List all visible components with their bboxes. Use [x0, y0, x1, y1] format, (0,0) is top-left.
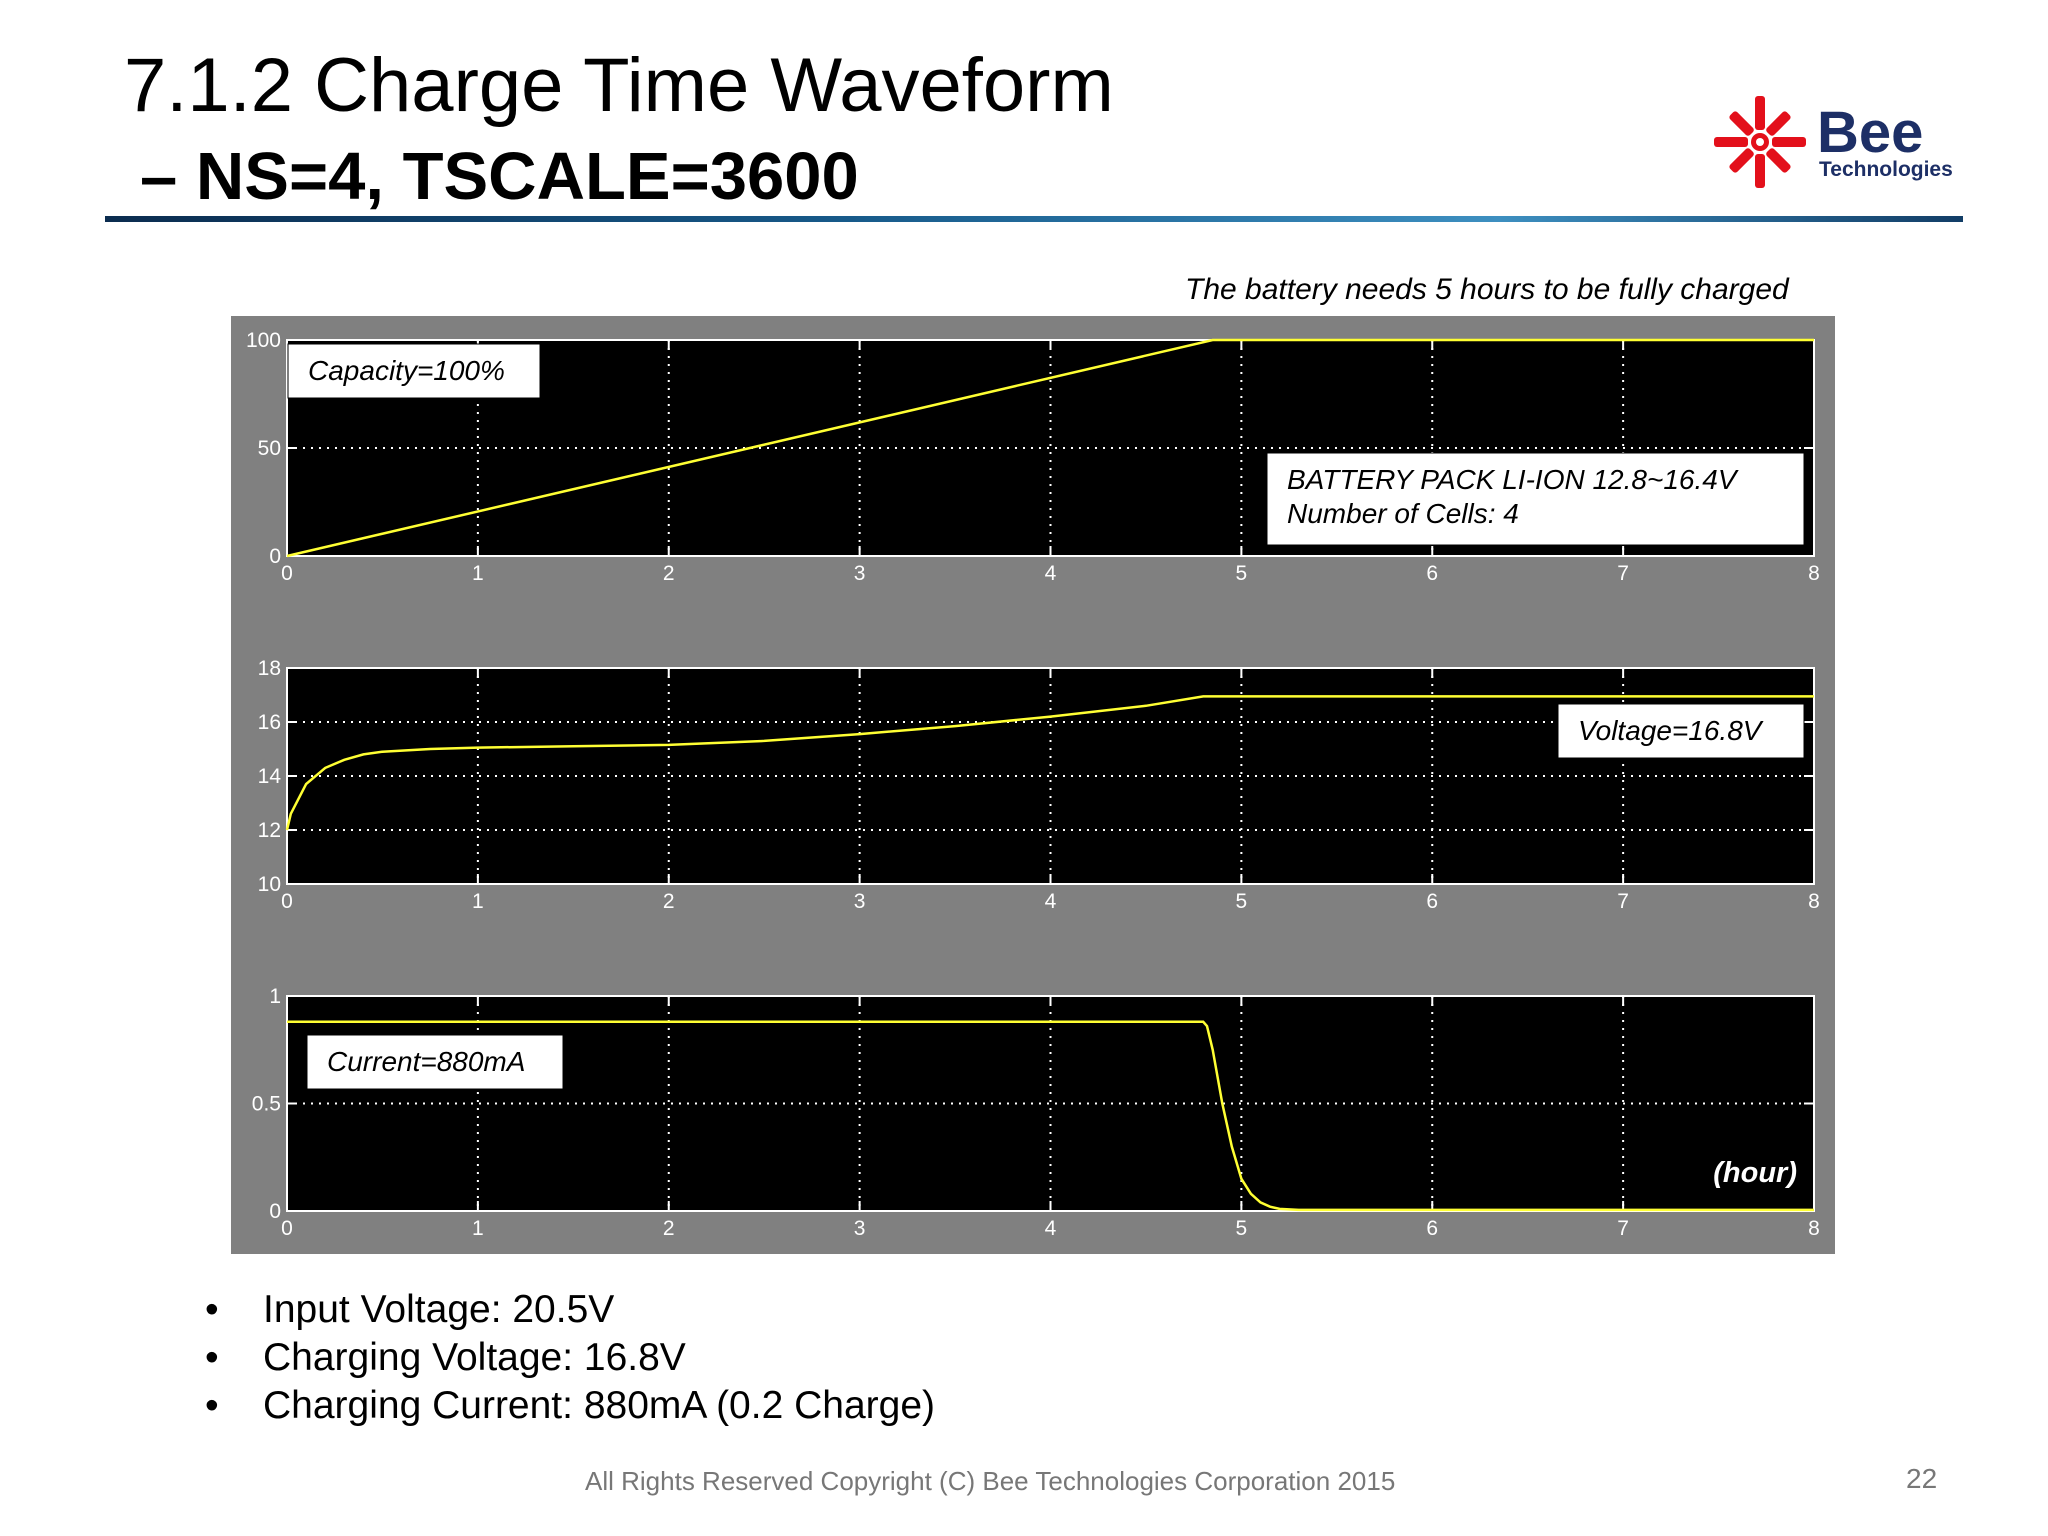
bee-star-icon: Bee Technologies: [1714, 96, 1953, 188]
logo-ray: [1755, 96, 1765, 130]
x-tick-label: 5: [1236, 890, 1248, 913]
bullet-icon: •: [205, 1336, 219, 1379]
y-tick-label: 18: [258, 657, 281, 680]
x-axis-unit-label: (hour): [1713, 1157, 1797, 1189]
x-tick-label: 4: [1045, 1217, 1057, 1240]
bullet-icon: •: [205, 1288, 219, 1331]
annotation-box: [1266, 452, 1805, 546]
list-item: • Input Voltage: 20.5V: [205, 1286, 935, 1334]
bullet-text: Charging Voltage: 16.8V: [263, 1336, 686, 1379]
x-tick-label: 5: [1236, 562, 1248, 585]
x-tick-label: 0: [281, 1217, 293, 1240]
x-tick-label: 0: [281, 890, 293, 913]
y-tick-label: 12: [258, 819, 281, 842]
y-tick-label: 10: [258, 873, 281, 896]
y-tick-label: 0.5: [252, 1093, 281, 1116]
logo-word: Bee: [1817, 100, 1923, 165]
x-tick-label: 1: [472, 562, 484, 585]
x-tick-label: 8: [1808, 890, 1820, 913]
x-tick-label: 6: [1426, 1217, 1438, 1240]
x-tick-label: 2: [663, 890, 675, 913]
logo-ray: [1714, 137, 1748, 147]
spec-list: • Input Voltage: 20.5V • Charging Voltage:…: [205, 1286, 935, 1430]
x-tick-label: 3: [854, 890, 866, 913]
x-tick-label: 2: [663, 1217, 675, 1240]
logo-tagline: Technologies: [1819, 158, 1953, 181]
chart-caption: The battery needs 5 hours to be fully ch…: [1185, 273, 1789, 306]
bullet-text: Input Voltage: 20.5V: [263, 1288, 615, 1331]
annotation-label: Capacity=100%: [308, 355, 505, 386]
logo-ray: [1772, 137, 1806, 147]
waveform-chart: 0 1 2 3 4 5 6 7 8 0 50 100 Capacity=100% BATTERY PACK…: [231, 316, 1835, 1254]
bee-technologies-logo: Bee Technologies: [1705, 92, 1965, 192]
x-tick-label: 3: [854, 562, 866, 585]
series-line: [285, 695, 1814, 831]
x-tick-label: 1: [472, 890, 484, 913]
list-item: • Charging Voltage: 16.8V: [205, 1334, 935, 1382]
logo-ray: [1755, 154, 1765, 188]
y-tick-label: 0: [269, 545, 281, 568]
x-tick-label: 8: [1808, 1217, 1820, 1240]
annotation-label: BATTERY PACK LI-ION 12.8~16.4V: [1287, 464, 1739, 495]
x-tick-label: 8: [1808, 562, 1820, 585]
annotation-label: Voltage=16.8V: [1578, 715, 1764, 746]
chart-panel-3: 0 1 2 3 4 5 6 7 8 0 0.5 1 Current=880mA (hour): [252, 985, 1820, 1240]
x-tick-label: 0: [281, 562, 293, 585]
annotation-box: [287, 343, 541, 399]
y-tick-label: 50: [258, 437, 281, 460]
copyright-footer: All Rights Reserved Copyright (C) Bee Te…: [585, 1466, 1396, 1496]
page-number: 22: [1906, 1463, 1938, 1494]
chart-panel-1: 0 1 2 3 4 5 6 7 8 0 50 100 Capacity=100% BATTERY PACK…: [246, 329, 1820, 585]
logo-ray: [1729, 111, 1754, 136]
y-tick-label: 0: [269, 1200, 281, 1223]
x-tick-label: 7: [1617, 890, 1629, 913]
x-tick-label: 7: [1617, 1217, 1629, 1240]
annotation-label: Number of Cells: 4: [1287, 498, 1519, 529]
annotation-label: Current=880mA: [327, 1046, 525, 1077]
annotation-box: [1557, 703, 1805, 759]
series-line: [287, 1020, 1814, 1212]
page-subtitle: – NS=4, TSCALE=3600: [140, 139, 859, 214]
annotation-box: [306, 1034, 564, 1090]
x-tick-label: 5: [1236, 1217, 1248, 1240]
page-title: 7.1.2 Charge Time Waveform: [124, 43, 1114, 128]
y-tick-label: 16: [258, 711, 281, 734]
header-divider: [105, 216, 1963, 222]
bullet-text: Charging Current: 880mA (0.2 Charge): [263, 1384, 936, 1427]
x-tick-label: 6: [1426, 890, 1438, 913]
x-tick-label: 1: [472, 1217, 484, 1240]
list-item: • Charging Current: 880mA (0.2 Charge): [205, 1382, 935, 1430]
series-line: [286, 338, 1814, 558]
x-tick-label: 4: [1045, 562, 1057, 585]
x-tick-label: 7: [1617, 562, 1629, 585]
logo-ray: [1766, 148, 1791, 173]
x-tick-label: 2: [663, 562, 675, 585]
y-tick-label: 100: [246, 329, 281, 352]
logo-ray: [1766, 111, 1791, 136]
x-tick-label: 4: [1045, 890, 1057, 913]
y-tick-label: 1: [269, 985, 281, 1008]
logo-ray: [1729, 148, 1754, 173]
x-tick-label: 3: [854, 1217, 866, 1240]
bullet-icon: •: [205, 1384, 219, 1427]
y-tick-label: 14: [258, 765, 282, 788]
x-tick-label: 6: [1426, 562, 1438, 585]
